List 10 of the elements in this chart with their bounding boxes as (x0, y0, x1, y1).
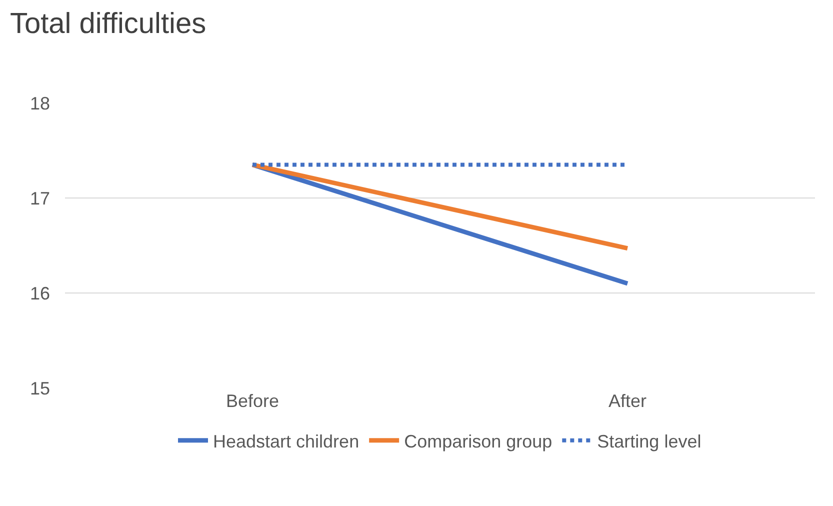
x-tick-label: After (608, 391, 647, 411)
y-tick-label: 15 (30, 378, 50, 398)
y-tick-label: 18 (30, 93, 50, 114)
legend-label: Starting level (597, 431, 702, 452)
y-tick-label: 17 (30, 188, 50, 208)
y-tick-label: 16 (30, 283, 50, 304)
chart-title: Total difficulties (10, 8, 206, 40)
x-tick-label: Before (226, 391, 280, 411)
legend-label: Comparison group (404, 431, 552, 452)
legend-label: Headstart children (213, 431, 360, 452)
